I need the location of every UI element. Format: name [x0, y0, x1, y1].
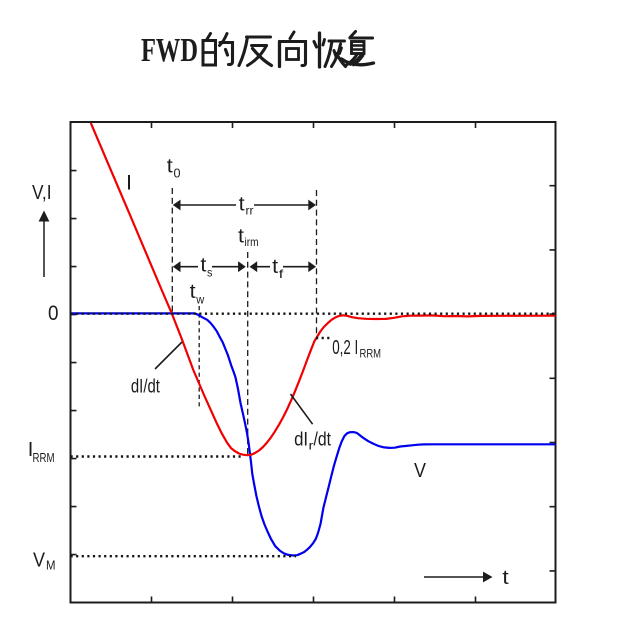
svg-text:s: s: [207, 266, 213, 280]
svg-text:M: M: [46, 559, 56, 573]
svg-text:t: t: [239, 194, 245, 216]
svg-text:RRM: RRM: [33, 451, 55, 465]
svg-text:dI/dt: dI/dt: [131, 376, 160, 398]
svg-text:FWD: FWD: [141, 32, 198, 69]
svg-text:RRM: RRM: [360, 347, 382, 361]
svg-text:t: t: [238, 226, 244, 248]
svg-text:t: t: [167, 156, 173, 178]
svg-text:/dt: /dt: [314, 429, 332, 451]
svg-text:0: 0: [174, 167, 181, 181]
svg-text:V: V: [414, 460, 427, 482]
svg-text:f: f: [279, 267, 284, 281]
svg-text:r: r: [309, 439, 314, 453]
svg-text:irm: irm: [245, 235, 259, 249]
svg-text:rr: rr: [246, 204, 254, 218]
svg-text:t: t: [200, 255, 206, 277]
svg-text:I: I: [28, 439, 34, 461]
svg-text:t: t: [502, 567, 509, 589]
svg-text:I: I: [126, 171, 132, 195]
svg-text:w: w: [195, 293, 204, 307]
svg-text:t: t: [272, 256, 278, 278]
svg-text:dI: dI: [294, 429, 308, 451]
svg-text:0: 0: [48, 302, 59, 325]
svg-text:V,I: V,I: [32, 182, 52, 204]
svg-text:V: V: [33, 550, 46, 572]
svg-text:0,2 I: 0,2 I: [332, 337, 358, 359]
svg-text:t: t: [190, 281, 196, 303]
